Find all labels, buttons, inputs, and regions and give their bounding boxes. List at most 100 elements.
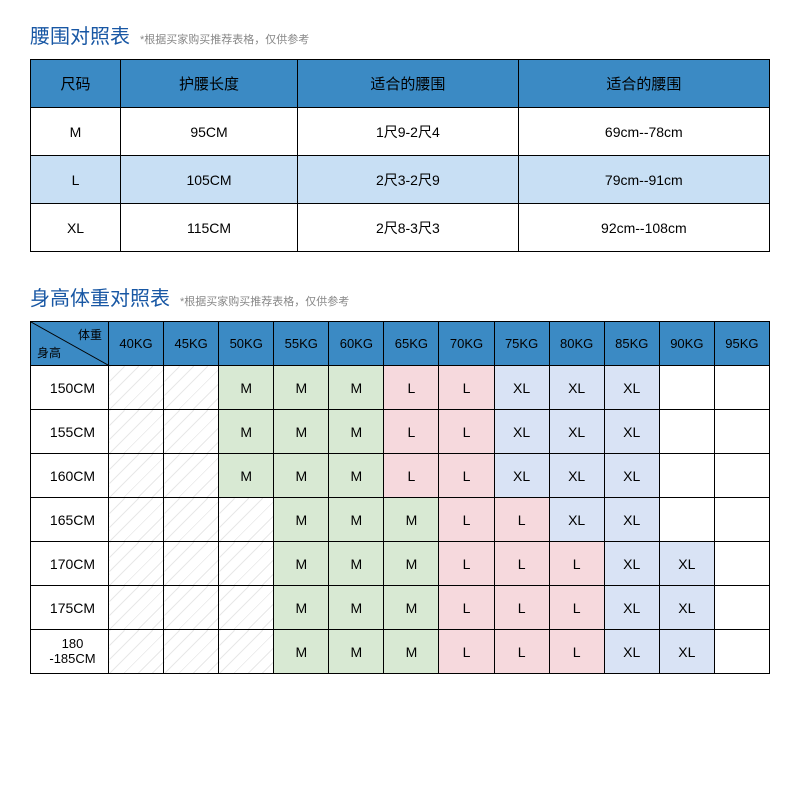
hw-cell: M bbox=[219, 366, 274, 410]
waist-header-cell: 适合的腰围 bbox=[298, 60, 519, 108]
waist-cell: L bbox=[31, 156, 121, 204]
hw-cell bbox=[109, 542, 164, 586]
hw-cell: XL bbox=[604, 454, 659, 498]
height-weight-section: 身高体重对照表 *根据买家购买推荐表格，仅供参考 体重身高40KG45KG50K… bbox=[30, 282, 770, 674]
hw-cell: XL bbox=[549, 454, 604, 498]
hw-weight-header: 90KG bbox=[659, 322, 714, 366]
hw-cell: L bbox=[384, 410, 439, 454]
hw-cell: M bbox=[329, 542, 384, 586]
hw-cell: L bbox=[439, 498, 494, 542]
hw-row: 155CMMMMLLXLXLXL bbox=[31, 410, 770, 454]
hw-row: 160CMMMMLLXLXLXL bbox=[31, 454, 770, 498]
waist-cell: 1尺9-2尺4 bbox=[298, 108, 519, 156]
hw-cell: XL bbox=[659, 630, 714, 674]
hw-cell: M bbox=[274, 630, 329, 674]
hw-weight-header: 65KG bbox=[384, 322, 439, 366]
waist-cell: XL bbox=[31, 204, 121, 252]
hw-cell: M bbox=[384, 498, 439, 542]
hw-cell: L bbox=[439, 366, 494, 410]
waist-cell: 105CM bbox=[121, 156, 298, 204]
waist-table: 尺码护腰长度适合的腰围适合的腰围 M95CM1尺9-2尺469cm--78cmL… bbox=[30, 59, 770, 252]
waist-header-cell: 尺码 bbox=[31, 60, 121, 108]
diag-label-weight: 体重 bbox=[78, 326, 102, 343]
hw-cell: M bbox=[329, 498, 384, 542]
hw-cell bbox=[659, 410, 714, 454]
waist-cell: M bbox=[31, 108, 121, 156]
hw-cell bbox=[109, 410, 164, 454]
hw-cell bbox=[714, 630, 769, 674]
hw-cell: XL bbox=[494, 454, 549, 498]
hw-cell: M bbox=[329, 586, 384, 630]
hw-cell bbox=[659, 454, 714, 498]
hw-title: 身高体重对照表 bbox=[30, 282, 170, 311]
hw-weight-header: 75KG bbox=[494, 322, 549, 366]
hw-cell bbox=[714, 366, 769, 410]
hw-cell: XL bbox=[604, 410, 659, 454]
hw-cell bbox=[219, 542, 274, 586]
hw-cell: XL bbox=[549, 410, 604, 454]
hw-height-header: 175CM bbox=[31, 586, 109, 630]
hw-cell bbox=[714, 410, 769, 454]
waist-row: L105CM2尺3-2尺979cm--91cm bbox=[31, 156, 770, 204]
hw-cell: L bbox=[494, 586, 549, 630]
hw-cell bbox=[164, 542, 219, 586]
hw-cell: L bbox=[439, 586, 494, 630]
waist-cell: 2尺3-2尺9 bbox=[298, 156, 519, 204]
hw-cell: M bbox=[384, 586, 439, 630]
hw-cell: M bbox=[274, 410, 329, 454]
hw-weight-header: 95KG bbox=[714, 322, 769, 366]
hw-height-header: 150CM bbox=[31, 366, 109, 410]
waist-cell: 92cm--108cm bbox=[518, 204, 769, 252]
hw-cell: M bbox=[329, 454, 384, 498]
hw-cell bbox=[219, 586, 274, 630]
hw-row: 175CMMMMLLLXLXL bbox=[31, 586, 770, 630]
hw-height-header: 180-185CM bbox=[31, 630, 109, 674]
hw-cell bbox=[164, 586, 219, 630]
hw-row: 150CMMMMLLXLXLXL bbox=[31, 366, 770, 410]
hw-cell: M bbox=[274, 542, 329, 586]
diag-label-height: 身高 bbox=[37, 344, 61, 361]
hw-cell: M bbox=[329, 366, 384, 410]
hw-cell: L bbox=[439, 542, 494, 586]
hw-cell: L bbox=[549, 542, 604, 586]
hw-cell: L bbox=[439, 630, 494, 674]
hw-height-header: 155CM bbox=[31, 410, 109, 454]
hw-cell: L bbox=[384, 454, 439, 498]
hw-table-header-row: 体重身高40KG45KG50KG55KG60KG65KG70KG75KG80KG… bbox=[31, 322, 770, 366]
hw-cell: M bbox=[384, 542, 439, 586]
hw-cell: XL bbox=[549, 366, 604, 410]
hw-cell bbox=[164, 498, 219, 542]
hw-title-row: 身高体重对照表 *根据买家购买推荐表格，仅供参考 bbox=[30, 282, 770, 311]
waist-cell: 79cm--91cm bbox=[518, 156, 769, 204]
hw-table-body: 150CMMMMLLXLXLXL155CMMMMLLXLXLXL160CMMMM… bbox=[31, 366, 770, 674]
hw-cell: XL bbox=[494, 366, 549, 410]
hw-cell: M bbox=[384, 630, 439, 674]
hw-row: 180-185CMMMMLLLXLXL bbox=[31, 630, 770, 674]
hw-cell bbox=[164, 410, 219, 454]
hw-height-header: 165CM bbox=[31, 498, 109, 542]
hw-cell: L bbox=[494, 630, 549, 674]
waist-cell: 115CM bbox=[121, 204, 298, 252]
waist-header-cell: 适合的腰围 bbox=[518, 60, 769, 108]
hw-cell: XL bbox=[604, 366, 659, 410]
hw-cell: XL bbox=[604, 498, 659, 542]
hw-weight-header: 80KG bbox=[549, 322, 604, 366]
hw-cell: M bbox=[329, 630, 384, 674]
hw-height-header: 160CM bbox=[31, 454, 109, 498]
hw-cell: M bbox=[274, 498, 329, 542]
hw-weight-header: 60KG bbox=[329, 322, 384, 366]
hw-cell: L bbox=[549, 630, 604, 674]
hw-cell bbox=[109, 454, 164, 498]
hw-cell bbox=[109, 498, 164, 542]
hw-cell bbox=[714, 586, 769, 630]
waist-table-body: M95CM1尺9-2尺469cm--78cmL105CM2尺3-2尺979cm-… bbox=[31, 108, 770, 252]
hw-weight-header: 45KG bbox=[164, 322, 219, 366]
hw-cell: M bbox=[219, 454, 274, 498]
waist-subtitle: *根据买家购买推荐表格，仅供参考 bbox=[140, 31, 309, 47]
hw-weight-header: 40KG bbox=[109, 322, 164, 366]
waist-title: 腰围对照表 bbox=[30, 20, 130, 49]
hw-cell: L bbox=[494, 498, 549, 542]
hw-cell: M bbox=[274, 454, 329, 498]
hw-row: 165CMMMMLLXLXL bbox=[31, 498, 770, 542]
hw-cell bbox=[219, 498, 274, 542]
